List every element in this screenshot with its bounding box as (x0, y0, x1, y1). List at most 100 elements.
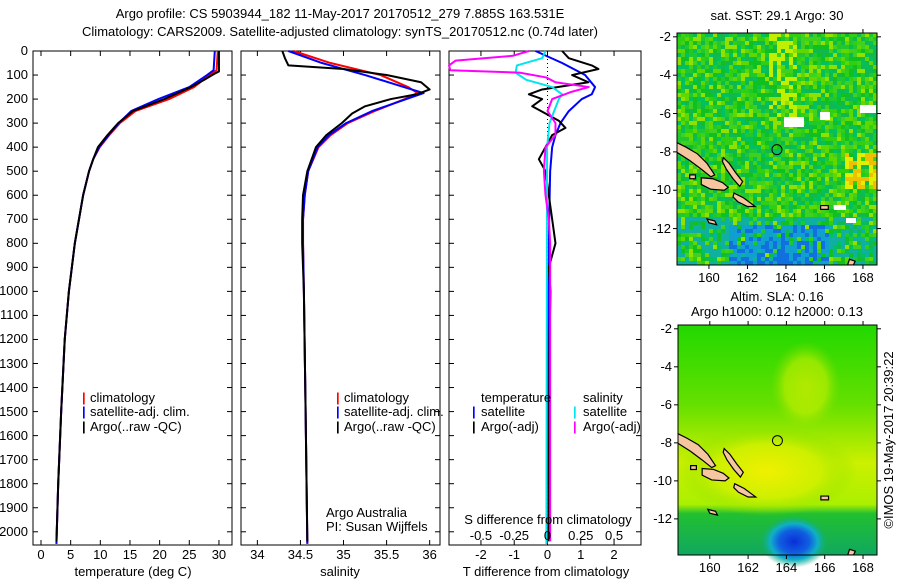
sst-cell (773, 81, 777, 85)
sst-cell (761, 217, 765, 221)
sst-cell (769, 177, 773, 181)
sst-cell (753, 105, 757, 109)
sst-cell (853, 41, 857, 45)
sst-cell (825, 69, 829, 73)
sst-cell (781, 89, 785, 93)
sst-cell (813, 125, 817, 129)
sst-cell (825, 173, 829, 177)
sst-cell (849, 201, 853, 205)
sst-cell (829, 133, 833, 137)
sst-cell (697, 133, 701, 137)
sst-cell (817, 37, 821, 41)
sst-cell (733, 205, 737, 209)
sst-cell (837, 61, 841, 65)
sst-cell (813, 245, 817, 249)
sst-cell (869, 193, 873, 197)
sst-cell (829, 169, 833, 173)
sst-cell (849, 193, 853, 197)
sst-cell (853, 77, 857, 81)
sst-cell (721, 37, 725, 41)
sst-cell (753, 109, 757, 113)
sst-cell (785, 217, 789, 221)
sst-cell (681, 253, 685, 257)
sst-cell (753, 257, 757, 261)
sst-cell (789, 85, 793, 89)
sst-cell (765, 261, 769, 265)
sst-cell (729, 241, 733, 245)
sst-cell (869, 117, 873, 121)
sst-cell (685, 221, 689, 225)
sst-cell (741, 157, 745, 161)
sst-cell (685, 217, 689, 221)
sst-cell (845, 97, 849, 101)
sst-cell (821, 257, 825, 261)
sst-cell (717, 197, 721, 201)
sst-cell (705, 117, 709, 121)
sst-cell (733, 89, 737, 93)
legend-swatch-climatology: | (82, 390, 86, 405)
sst-cell (801, 161, 805, 165)
sst-cell (721, 45, 725, 49)
sst-cell (769, 49, 773, 53)
sst-cell (805, 149, 809, 153)
sst-cell (697, 181, 701, 185)
sst-cell (829, 185, 833, 189)
sst-cell (849, 253, 853, 257)
sst-cell (833, 197, 837, 201)
depth-tick-label: 200 (6, 91, 28, 107)
sst-cell (785, 193, 789, 197)
sst-cell (829, 261, 833, 265)
sst-cell (797, 129, 801, 133)
sst-cell (781, 149, 785, 153)
sst-cell (721, 145, 725, 149)
sst-cell (821, 225, 825, 229)
sst-cell (873, 181, 877, 185)
sst-cell (809, 33, 813, 37)
sst-cell (717, 85, 721, 89)
sst-cell (845, 89, 849, 93)
sst-cell (777, 125, 781, 129)
sst-cell (809, 245, 813, 249)
sst-cell (737, 205, 741, 209)
sst-cell (729, 253, 733, 257)
sst-cell (709, 249, 713, 253)
sst-cell (821, 161, 825, 165)
sst-cell (841, 181, 845, 185)
sst-cell (725, 177, 729, 181)
sst-cell (729, 133, 733, 137)
sst-cell (861, 213, 865, 217)
sst-cell (785, 85, 789, 89)
sst-cell (709, 85, 713, 89)
sst-cell (725, 129, 729, 133)
sst-cell (697, 169, 701, 173)
sst-cell (797, 53, 801, 57)
sst-cell (797, 229, 801, 233)
sst-cell (709, 89, 713, 93)
sst-cell (837, 165, 841, 169)
sst-cell (825, 193, 829, 197)
sst-cell (841, 145, 845, 149)
sst-cell (801, 33, 805, 37)
lat-tick-label: -2 (659, 28, 671, 44)
sst-cell (849, 181, 853, 185)
sst-cell (745, 185, 749, 189)
sst-cell (753, 149, 757, 153)
sst-cell (689, 137, 693, 141)
sst-cell (745, 257, 749, 261)
sst-cell (741, 129, 745, 133)
sst-cell (857, 85, 861, 89)
sst-cell (685, 189, 689, 193)
sst-cell (869, 153, 873, 157)
sst-cell (677, 181, 681, 185)
sst-cell (809, 209, 813, 213)
sst-cell (821, 149, 825, 153)
sst-cell (705, 129, 709, 133)
sst-cell (765, 73, 769, 77)
sst-cell (869, 41, 873, 45)
s-diff-tick-label: 0.25 (568, 528, 594, 543)
sst-cell (737, 229, 741, 233)
sst-cell (821, 165, 825, 169)
sst-cell (709, 241, 713, 245)
sst-cell (793, 157, 797, 161)
sst-cell (729, 161, 733, 165)
